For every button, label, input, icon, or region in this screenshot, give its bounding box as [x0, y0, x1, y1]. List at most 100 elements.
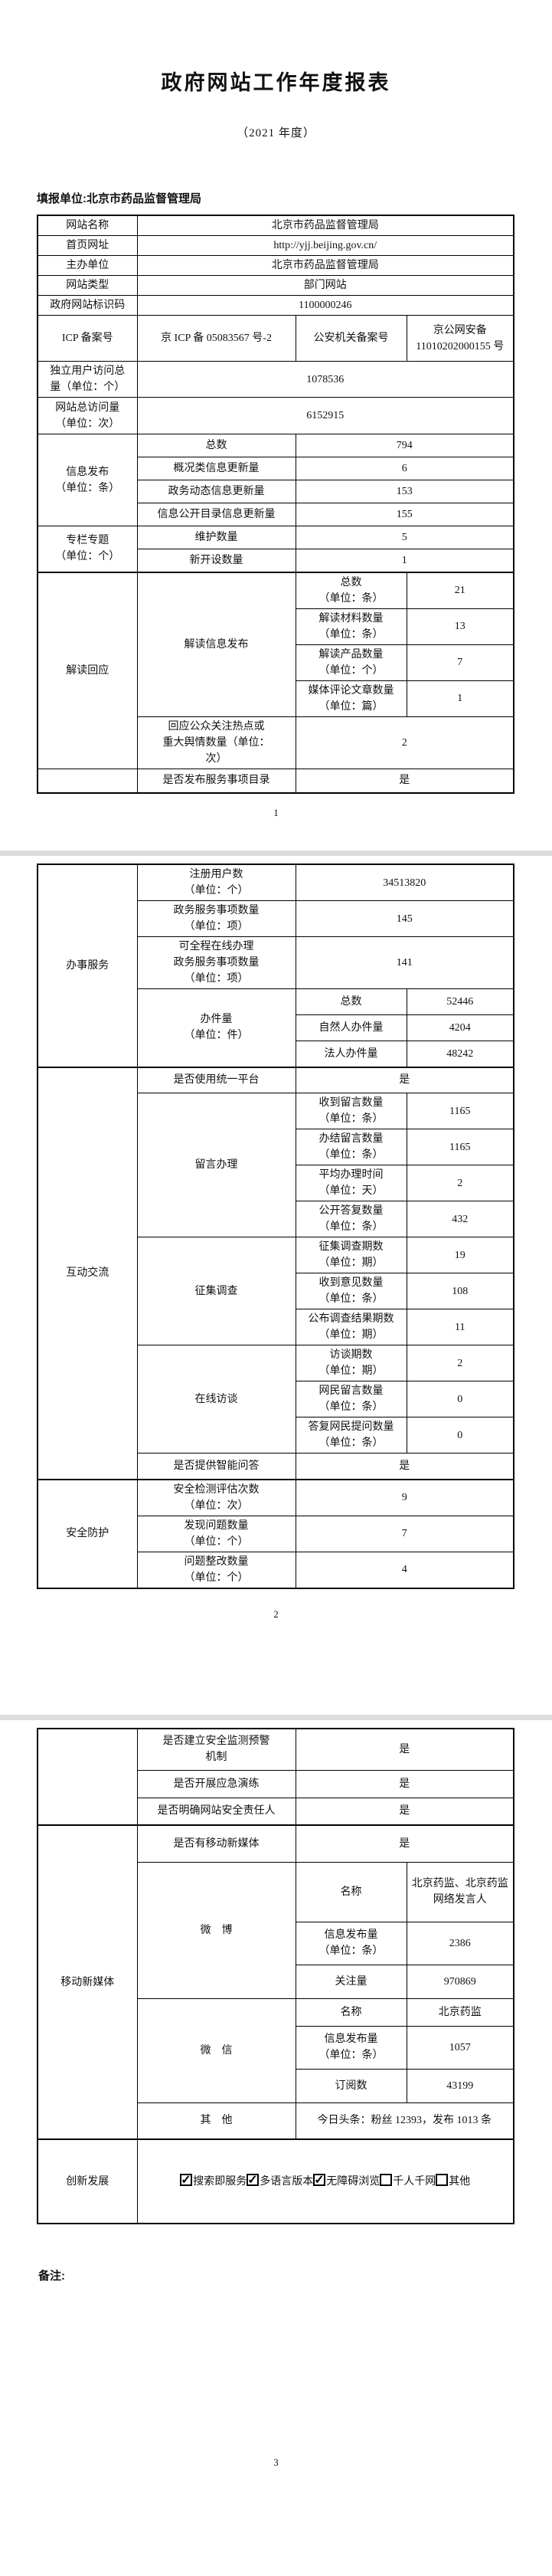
site-name-label-cell: 网站名称: [37, 215, 138, 236]
emergency-drill-value-cell: 是: [295, 1769, 514, 1798]
site-type-value-cell: 部门网站: [136, 275, 514, 296]
innovation-section-label-cell: 创新发展: [37, 2138, 138, 2224]
security-checks-label-cell: 安全检测评估次数 （单位：次）: [136, 1478, 296, 1516]
cases-total-label-cell: 总数: [295, 988, 407, 1015]
info-pub-directory-label-cell: 信息公开目录信息更新量: [136, 503, 296, 526]
option-other: 其他: [436, 2173, 471, 2190]
interpret-material-label-cell: 解读材料数量 （单位：条）: [295, 608, 407, 645]
registered-users-label-cell: 注册用户数 （单位：个）: [136, 864, 296, 901]
weibo-followers-label-cell: 关注量: [295, 1964, 407, 1999]
report-year-subtitle: （2021 年度）: [237, 127, 315, 139]
wechat-label-cell: 微 信: [136, 1998, 296, 2103]
info-pub-overview-label-cell: 概况类信息更新量: [136, 457, 296, 480]
wechat-subs-label-cell: 订阅数: [295, 2068, 407, 2103]
weibo-posts-label-cell: 信息发布量 （单位：条）: [295, 1921, 407, 1965]
security-owner-value-cell: 是: [295, 1797, 514, 1826]
wechat-posts-value-cell: 1057: [406, 2025, 514, 2070]
security-fixed-label-cell: 问题整改数量 （单位：个）: [136, 1551, 296, 1588]
checkbox-checked-icon: [247, 2171, 260, 2190]
surveys-results-label-cell: 公布调查结果期数 （单位：期）: [295, 1309, 407, 1345]
interviews-messages-label-cell: 网民留言数量 （单位：条）: [295, 1381, 407, 1417]
option-label: 千人千网: [393, 2175, 436, 2188]
option-multilingual: 多语言版本: [247, 2171, 314, 2190]
wechat-name-value-cell: 北京药监: [406, 1998, 514, 2027]
empty-cell: [37, 1728, 138, 1826]
interpret-media-value-cell: 1: [406, 680, 514, 717]
messages-received-value-cell: 1165: [406, 1093, 514, 1129]
wechat-subs-value-cell: 43199: [406, 2068, 514, 2103]
page-number-2: 2: [273, 1608, 279, 1620]
option-label: 其他: [449, 2175, 471, 2188]
interviews-messages-value-cell: 0: [406, 1381, 514, 1417]
messages-replies-label-cell: 公开答复数量 （单位：条）: [295, 1201, 407, 1237]
messages-received-label-cell: 收到留言数量 （单位：条）: [295, 1093, 407, 1129]
interviews-label-cell: 在线访谈: [136, 1345, 296, 1454]
messages-avgtime-value-cell: 2: [406, 1165, 514, 1201]
sponsor-label-cell: 主办单位: [37, 255, 138, 276]
innovation-options-cell: 搜索即服务多语言版本无障碍浏览千人千网其他: [136, 2138, 514, 2224]
option-label: 无障碍浏览: [326, 2175, 381, 2188]
total-visits-value-cell: 6152915: [136, 397, 514, 434]
service-dir-label-cell: 是否发布服务事项目录: [136, 768, 296, 794]
mobile-section-label-cell: 移动新媒体: [37, 1824, 138, 2140]
mobile-innovation-table: 是否建立安全监测预警 机制 是 是否开展应急演练 是 是否明确网站安全责任人 是…: [37, 1728, 514, 2224]
unique-visitors-label-cell: 独立用户访问总 量（单位：个）: [37, 361, 138, 398]
filing-unit-line: 填报单位:北京市药品监督管理局: [37, 192, 201, 205]
option-personalized: 千人千网: [380, 2173, 436, 2190]
home-url-value-cell: http://yjj.beijing.gov.cn/: [136, 235, 514, 256]
surveys-opinions-label-cell: 收到意见数量 （单位：条）: [295, 1273, 407, 1309]
info-pub-total-value-cell: 794: [295, 434, 514, 457]
service-items-label-cell: 政务服务事项数量 （单位：项）: [136, 900, 296, 937]
interviews-issues-value-cell: 2: [406, 1345, 514, 1381]
interpret-pub-label-cell: 解读信息发布: [136, 571, 296, 717]
registered-users-value-cell: 34513820: [295, 864, 514, 901]
messages-closed-value-cell: 1165: [406, 1129, 514, 1165]
cases-legal-value-cell: 48242: [406, 1041, 514, 1067]
icp-value-cell: 京 ICP 备 05083567 号-2: [136, 315, 296, 362]
security-checks-value-cell: 9: [295, 1478, 514, 1516]
columns-section-label-cell: 专栏专题 （单位：个）: [37, 526, 138, 572]
basic-info-table: 网站名称 北京市药品监督管理局 首页网址 http://yjj.beijing.…: [37, 215, 515, 794]
surveys-opinions-value-cell: 108: [406, 1273, 514, 1309]
checkbox-unchecked-icon: [436, 2173, 449, 2186]
remark-label: 备注:: [38, 2270, 65, 2283]
page-separator: [0, 1715, 552, 1720]
weibo-name-value-cell: 北京药监、北京药监网络发言人: [406, 1861, 514, 1922]
info-pub-news-value-cell: 153: [295, 480, 514, 503]
option-label: 搜索即服务: [193, 2175, 247, 2188]
weibo-followers-value-cell: 970869: [406, 1964, 514, 1999]
site-type-label-cell: 网站类型: [37, 275, 138, 296]
sponsor-value-cell: 北京市药品监督管理局: [136, 255, 514, 276]
interpret-product-value-cell: 7: [406, 644, 514, 681]
home-url-label-cell: 首页网址: [37, 235, 138, 256]
other-media-value-cell: 今日头条：粉丝 12393，发布 1013 条: [295, 2102, 514, 2140]
interviews-answers-value-cell: 0: [406, 1417, 514, 1454]
monitor-warning-value-cell: 是: [295, 1728, 514, 1771]
info-pub-news-label-cell: 政务动态信息更新量: [136, 480, 296, 503]
icp-label-cell: ICP 备案号: [37, 315, 138, 362]
page-title: 政府网站工作年度报表: [161, 71, 391, 94]
security-section-label-cell: 安全防护: [37, 1478, 138, 1588]
messages-label-cell: 留言办理: [136, 1093, 296, 1237]
page-separator: [0, 850, 552, 856]
page-number-3: 3: [273, 2456, 279, 2468]
cases-person-value-cell: 4204: [406, 1014, 514, 1041]
option-search-as-service: 搜索即服务: [180, 2171, 247, 2190]
messages-replies-value-cell: 432: [406, 1201, 514, 1237]
columns-new-label-cell: 新开设数量: [136, 549, 296, 572]
interviews-answers-label-cell: 答复网民提问数量 （单位：条）: [295, 1417, 407, 1454]
police-record-value-cell: 京公网安备 11010202000155 号: [406, 315, 514, 362]
online-items-value-cell: 141: [295, 936, 514, 989]
has-mobile-value-cell: 是: [295, 1824, 514, 1863]
surveys-issues-value-cell: 19: [406, 1237, 514, 1273]
respond-hotspot-label-cell: 回应公众关注热点或 重大舆情数量（单位： 次）: [136, 716, 296, 769]
columns-maintained-label-cell: 维护数量: [136, 526, 296, 549]
unified-platform-value-cell: 是: [295, 1066, 514, 1093]
info-pub-overview-value-cell: 6: [295, 457, 514, 480]
unique-visitors-value-cell: 1078536: [136, 361, 514, 398]
report-page-2: 办事服务 注册用户数 （单位：个） 34513820 政务服务事项数量 （单位：…: [0, 856, 552, 1715]
smart-qa-label-cell: 是否提供智能问答: [136, 1453, 296, 1480]
surveys-label-cell: 征集调查: [136, 1237, 296, 1345]
option-label: 多语言版本: [260, 2175, 314, 2188]
info-pub-total-label-cell: 总数: [136, 434, 296, 457]
